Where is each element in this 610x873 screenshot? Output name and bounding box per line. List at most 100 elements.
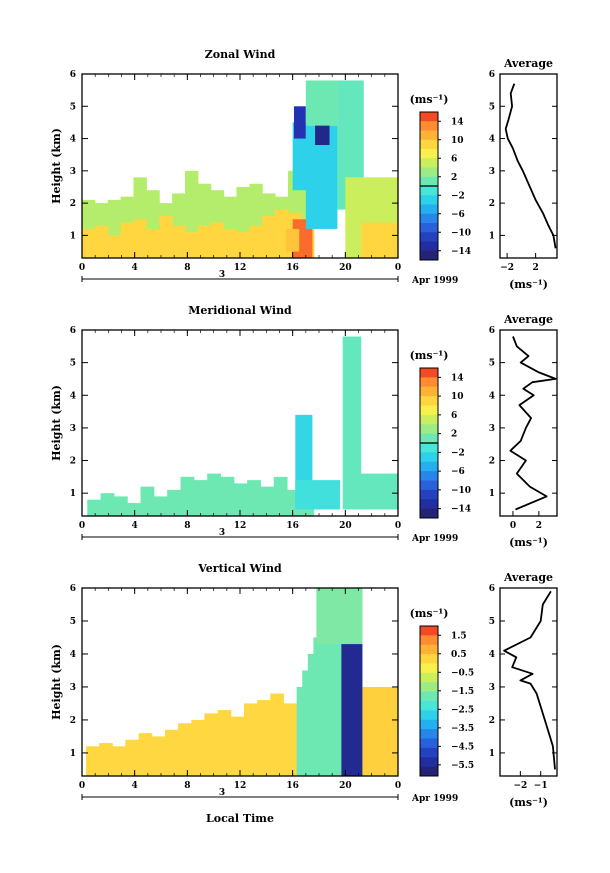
average-frame — [499, 329, 558, 517]
colorbar-tick-label: −14 — [451, 247, 471, 257]
colorbar-segment — [420, 130, 438, 141]
heatmap-regions — [87, 336, 398, 516]
data-cell — [87, 499, 102, 516]
colorbar-segment — [420, 167, 438, 178]
colorbar-segment — [420, 644, 438, 655]
data-cell — [184, 232, 199, 258]
colorbar-segment — [420, 710, 438, 721]
y-tick-label: 1 — [70, 231, 76, 241]
y-tick-label: 4 — [70, 135, 76, 145]
x-tick-label: 8 — [184, 263, 190, 273]
colorbar-tick-label: −0.5 — [451, 668, 474, 678]
colorbar-tick-label: −6 — [451, 210, 465, 220]
colorbar-segment — [420, 405, 438, 416]
date-label: Apr 1999 — [411, 534, 458, 544]
data-cell — [125, 739, 140, 776]
colorbar-segment — [420, 738, 438, 749]
data-cell — [133, 219, 147, 258]
x-tick-label: 8 — [184, 521, 190, 531]
colorbar-segment — [420, 139, 438, 150]
x-tick-label: 20 — [339, 263, 352, 273]
colorbar-tick-label: 2 — [451, 173, 457, 183]
average-x-tick-label: 2 — [536, 521, 542, 531]
x-tick-label: 4 — [132, 263, 138, 273]
data-cell — [296, 686, 303, 776]
colorbar-tick-label: 10 — [451, 392, 464, 402]
x-tick-label: 16 — [286, 781, 299, 791]
colorbar-segment — [420, 489, 438, 500]
colorbar-segment — [420, 691, 438, 702]
colorbar-tick-label: 6 — [451, 154, 457, 164]
colorbar-segment — [420, 729, 438, 739]
data-cell — [330, 611, 337, 776]
data-cell — [302, 670, 309, 776]
x-tick-label: 4 — [132, 521, 138, 531]
y-axis-title: Height (km) — [50, 128, 63, 204]
data-cell — [127, 502, 142, 516]
data-region — [341, 644, 363, 776]
y-tick-label: 3 — [70, 424, 76, 434]
average-y-tick-label: 1 — [489, 231, 495, 241]
average-y-tick-label: 1 — [489, 749, 495, 759]
data-cell — [313, 637, 320, 776]
colorbar-segment — [420, 757, 438, 768]
data-cell — [99, 743, 113, 776]
average-y-tick-label: 5 — [489, 359, 495, 369]
panel-title: Vertical Wind — [197, 562, 282, 575]
average-profile-line — [504, 83, 557, 249]
average-y-tick-label: 5 — [489, 617, 495, 627]
colorbar-segment — [420, 443, 438, 453]
colorbar-tick-label: 14 — [451, 117, 464, 127]
average-title: Average — [503, 313, 553, 326]
colorbar-tick-label: −14 — [451, 505, 471, 515]
data-cell — [120, 222, 134, 258]
x-tick-label: 0 — [79, 263, 85, 273]
colorbar-segment — [420, 452, 438, 463]
colorbar-segment — [420, 396, 438, 406]
y-tick-label: 3 — [70, 167, 76, 177]
average-y-tick-label: 6 — [489, 584, 495, 594]
x-tick-label: 20 — [339, 781, 352, 791]
colorbar-segment — [420, 424, 438, 435]
day-label: 3 — [219, 270, 225, 280]
y-tick-label: 6 — [70, 70, 76, 80]
data-cell — [159, 216, 173, 258]
data-cell — [262, 216, 276, 258]
x-tick-label: 0 — [395, 781, 401, 791]
colorbar-tick-label: −3.5 — [451, 724, 474, 734]
y-tick-label: 6 — [70, 584, 76, 594]
data-cell — [82, 228, 96, 258]
average-y-tick-label: 4 — [489, 135, 495, 145]
colorbar-tick-label: 1.5 — [451, 631, 467, 641]
data-cell — [172, 225, 186, 258]
x-tick-label: 16 — [286, 263, 299, 273]
x-axis-title: Local Time — [206, 812, 274, 825]
colorbar-segment — [420, 232, 438, 242]
colorbar-tick-label: −2 — [451, 448, 465, 458]
colorbar-segment — [420, 682, 438, 693]
day-label: 3 — [219, 788, 225, 798]
colorbar-segment — [420, 386, 438, 397]
data-region — [315, 125, 330, 146]
colorbar-segment — [420, 158, 438, 168]
colorbar-tick-label: −4.5 — [451, 742, 474, 752]
colorbar-segment — [420, 121, 438, 131]
average-x-tick-label: −1 — [534, 781, 548, 791]
x-tick-label: 0 — [79, 781, 85, 791]
y-tick-label: 4 — [70, 391, 76, 401]
colorbar-tick-label: −2 — [451, 191, 465, 201]
data-cell — [324, 620, 331, 776]
average-profile-line — [509, 336, 557, 511]
data-cell — [164, 729, 179, 776]
date-label: Apr 1999 — [411, 276, 458, 286]
colorbar-segment — [420, 112, 438, 122]
data-cell — [220, 476, 235, 516]
data-cell — [223, 228, 237, 258]
y-tick-label: 5 — [70, 617, 76, 627]
y-tick-label: 6 — [70, 326, 76, 336]
average-y-tick-label: 2 — [489, 716, 495, 726]
y-tick-label: 1 — [70, 489, 76, 499]
data-cell — [204, 713, 219, 776]
average-title: Average — [503, 571, 553, 584]
